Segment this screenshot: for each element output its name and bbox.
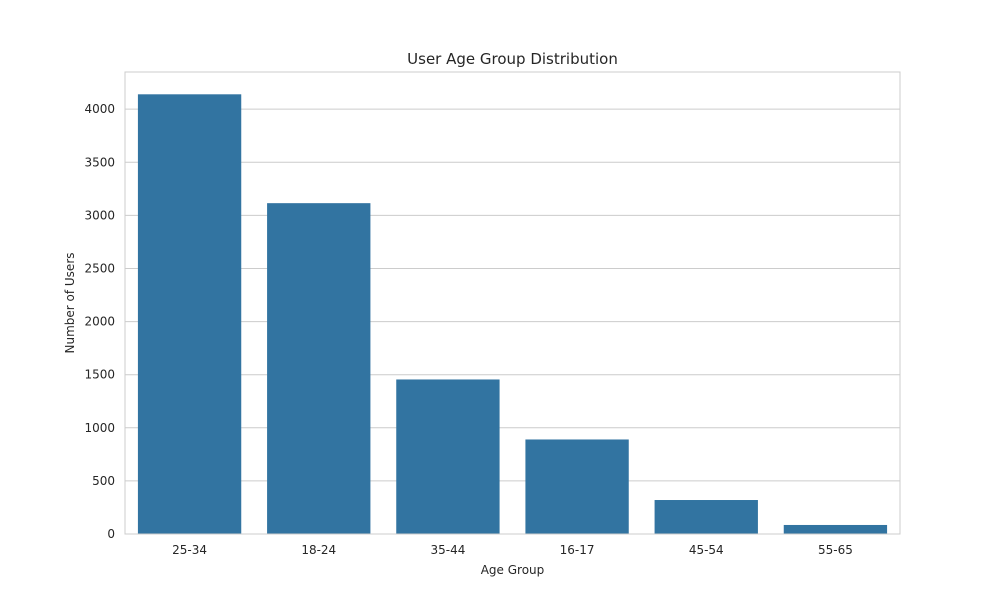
y-tick-label: 1000: [84, 421, 115, 435]
chart-title: User Age Group Distribution: [407, 50, 618, 68]
x-axis-label: Age Group: [481, 563, 545, 577]
bar-16-17: [525, 439, 629, 534]
y-tick-label: 1500: [84, 368, 115, 382]
bar-18-24: [267, 203, 371, 534]
bar-55-65: [783, 524, 888, 534]
x-tick-label: 55-65: [818, 543, 853, 557]
x-tick-label: 16-17: [560, 543, 595, 557]
y-tick-label: 4000: [84, 102, 115, 116]
y-tick-label: 3000: [84, 208, 115, 222]
bars: [137, 94, 888, 534]
bar-35-44: [396, 379, 500, 534]
y-tick-labels: 0 500 1000 1500 2000 2500 3000 3500 4000: [84, 102, 115, 541]
x-tick-label: 25-34: [172, 543, 207, 557]
y-axis-label: Number of Users: [63, 252, 77, 353]
y-tick-label: 3500: [84, 155, 115, 169]
grid-lines: [125, 108, 900, 535]
y-tick-label: 500: [92, 474, 115, 488]
bar-25-34: [137, 94, 242, 534]
y-tick-label: 2500: [84, 261, 115, 275]
x-tick-labels: 25-34 18-24 35-44 16-17 45-54 55-65: [172, 543, 853, 557]
plot-frame: [124, 71, 901, 535]
x-tick-label: 35-44: [430, 543, 465, 557]
bar-45-54: [654, 500, 758, 534]
x-tick-label: 45-54: [689, 543, 724, 557]
x-tick-label: 18-24: [301, 543, 336, 557]
y-tick-label: 2000: [84, 315, 115, 329]
y-tick-label: 0: [107, 527, 115, 541]
